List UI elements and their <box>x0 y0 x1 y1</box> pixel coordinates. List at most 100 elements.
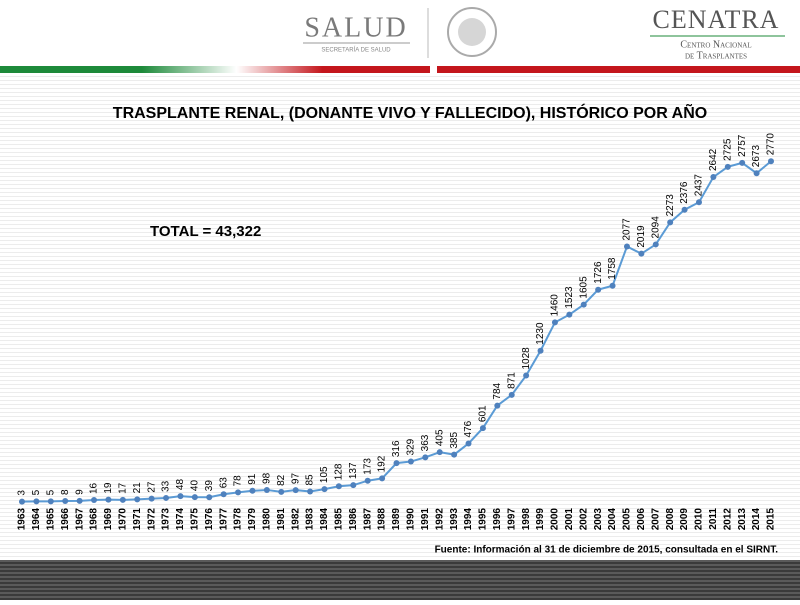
x-tick-label: 1985 <box>334 508 345 531</box>
data-label: 363 <box>420 434 431 451</box>
data-label: 2273 <box>665 194 676 217</box>
marker <box>595 286 602 293</box>
x-tick-label: 1996 <box>492 508 503 531</box>
x-tick-label: 2014 <box>751 508 762 531</box>
x-tick-label: 1974 <box>175 508 186 531</box>
data-label: 2019 <box>636 225 647 248</box>
annotation: TOTAL = 43,322 <box>150 223 261 240</box>
x-tick-label: 1998 <box>521 508 532 531</box>
marker <box>667 219 674 226</box>
marker <box>249 487 256 494</box>
x-tick-label: 1994 <box>463 508 474 531</box>
marker <box>652 241 659 248</box>
x-tick-label: 1984 <box>319 508 330 531</box>
x-tick-label: 1990 <box>406 508 417 531</box>
data-label: 27 <box>146 481 157 493</box>
logo-text: CENATRA <box>653 5 780 34</box>
data-label: 21 <box>132 482 143 494</box>
data-label: 173 <box>362 458 373 475</box>
data-label: 601 <box>478 405 489 422</box>
data-label: 105 <box>319 466 330 483</box>
data-label: 16 <box>89 482 100 494</box>
x-tick-label: 1995 <box>478 508 489 531</box>
data-label: 1028 <box>521 347 532 370</box>
marker <box>768 158 774 165</box>
data-label: 2757 <box>737 134 748 157</box>
marker <box>134 496 141 503</box>
x-tick-label: 1982 <box>290 508 301 531</box>
footer-band <box>0 560 800 600</box>
data-label: 329 <box>406 438 417 455</box>
x-tick-label: 1988 <box>377 508 388 531</box>
marker <box>33 498 40 505</box>
data-label: 1726 <box>593 261 604 284</box>
x-tick-label: 1991 <box>420 508 431 531</box>
marker <box>537 347 544 354</box>
marker <box>566 311 573 318</box>
x-tick-label: 1977 <box>218 508 229 531</box>
logo-subtext: SECRETARÍA DE SALUD <box>321 47 391 54</box>
marker <box>681 206 688 213</box>
marker <box>335 483 342 490</box>
x-tick-label: 1983 <box>305 508 316 531</box>
data-label: 85 <box>305 474 316 486</box>
marker <box>523 372 530 379</box>
marker <box>119 496 126 503</box>
data-label: 2673 <box>751 145 762 168</box>
logo-subtext: Centro Nacional <box>680 39 751 50</box>
marker <box>609 282 616 289</box>
marker <box>163 494 170 501</box>
marker <box>91 497 98 504</box>
seal <box>447 7 497 57</box>
data-label: 63 <box>218 477 229 489</box>
x-tick-label: 1987 <box>362 508 373 531</box>
data-label: 39 <box>204 480 215 492</box>
x-tick-label: 1997 <box>506 508 517 531</box>
marker <box>321 486 328 493</box>
data-label: 8 <box>60 489 71 495</box>
color-strip <box>437 66 800 73</box>
logo-subtext: de Trasplantes <box>685 50 747 61</box>
x-tick-label: 1970 <box>117 508 128 531</box>
data-label: 192 <box>377 455 388 472</box>
marker <box>220 491 227 498</box>
marker <box>292 487 299 494</box>
data-label: 1523 <box>564 286 575 309</box>
marker <box>379 475 386 482</box>
marker <box>364 477 371 484</box>
marker <box>19 498 25 505</box>
marker <box>105 496 112 503</box>
x-tick-label: 1975 <box>189 508 200 531</box>
x-tick-label: 2003 <box>593 508 604 531</box>
marker <box>695 199 702 206</box>
data-label: 2437 <box>694 174 705 197</box>
data-label: 98 <box>262 472 273 484</box>
x-tick-label: 1989 <box>391 508 402 531</box>
x-tick-label: 1978 <box>233 508 244 531</box>
data-label: 1758 <box>607 257 618 280</box>
data-label: 5 <box>45 489 56 495</box>
data-label: 82 <box>276 474 287 486</box>
x-tick-label: 1992 <box>434 508 445 531</box>
marker <box>47 498 54 505</box>
marker <box>465 440 472 447</box>
data-label: 2642 <box>708 148 719 171</box>
x-tick-label: 2013 <box>737 508 748 531</box>
x-tick-label: 2004 <box>607 508 618 531</box>
x-tick-label: 1972 <box>146 508 157 531</box>
chart-title: TRASPLANTE RENAL, (DONANTE VIVO Y FALLEC… <box>113 102 707 122</box>
x-tick-label: 2015 <box>766 508 777 531</box>
data-label: 784 <box>492 382 503 399</box>
x-tick-label: 1964 <box>31 508 42 531</box>
marker <box>436 449 443 456</box>
header-bg <box>0 0 800 66</box>
data-label: 91 <box>247 473 258 485</box>
x-tick-label: 1986 <box>348 508 359 531</box>
marker <box>177 493 184 500</box>
data-label: 3 <box>17 490 28 496</box>
color-strip <box>0 66 430 73</box>
data-label: 405 <box>434 429 445 446</box>
x-tick-label: 1965 <box>45 508 56 531</box>
x-tick-label: 1973 <box>161 508 172 531</box>
marker <box>551 319 558 326</box>
